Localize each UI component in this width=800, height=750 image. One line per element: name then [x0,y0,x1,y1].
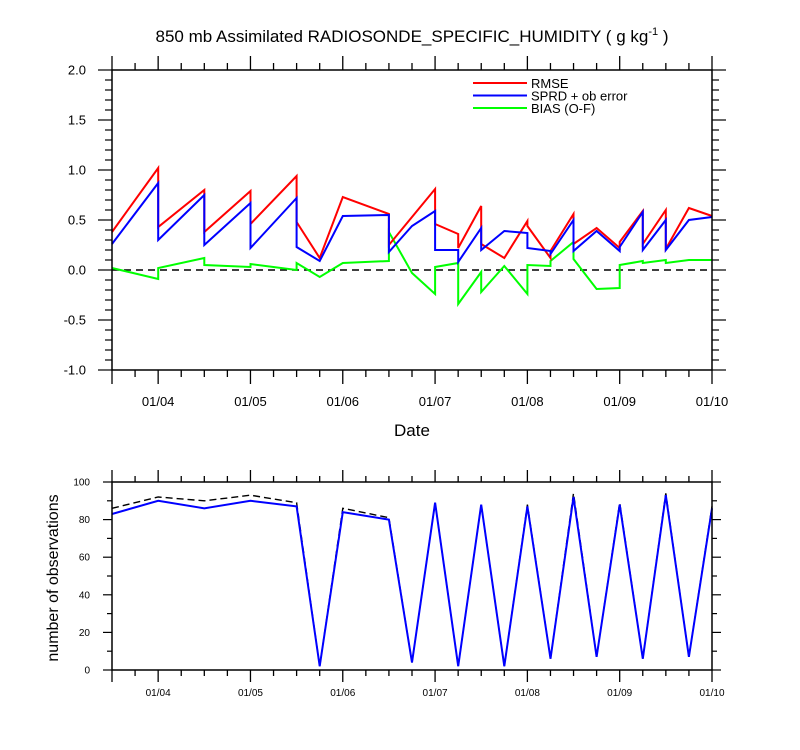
y-tick-label: -1.0 [64,363,86,378]
x-tick-label: 01/04 [142,394,175,409]
y-tick-label: 0.5 [68,213,86,228]
bottom-axes-layer: 01/04 01/05 01/06 01/07 01/08 01/09 01/10 0 20 40… [73,470,725,699]
y-tick-label: 40 [79,590,91,601]
plot-frame [111,69,713,371]
top-series-layer [111,164,713,308]
series-line-bias-o-f [111,228,712,308]
y-tick-label: 0 [84,666,90,677]
plot-frame [111,481,713,671]
title-superscript: -1 [648,26,658,38]
x-tick-label: 01/06 [330,688,355,699]
y-tick-label: 20 [79,628,91,639]
x-tick-label: 01/06 [326,394,359,409]
y-tick-label: 1.5 [68,113,86,128]
y-tick-label: 0.0 [68,263,86,278]
x-tick-label: 01/09 [603,394,636,409]
x-tick-label: 01/05 [234,394,267,409]
x-tick-label: 01/08 [515,688,540,699]
y-tick-label: 60 [79,553,91,564]
legend-label: RMSE [531,76,569,91]
y-tick-label: -0.5 [64,313,86,328]
top-axes-layer: 01/04 01/05 01/06 01/07 01/08 01/09 01/10 -1.0 -… [64,56,729,409]
x-tick-label: 01/10 [699,688,724,699]
bottom-y-axis-label: number of observations [45,494,62,661]
x-tick-label: 01/04 [146,688,171,699]
x-tick-label: 01/10 [696,394,729,409]
bottom-plot-panel: 01/04 01/05 01/06 01/07 01/08 01/09 01/10 0 20 40… [45,470,725,699]
bottom-series-layer [111,493,713,667]
legend-label: BIAS (O-F) [531,101,595,116]
title-main: 850 mb Assimilated RADIOSONDE_SPECIFIC_H… [156,27,649,46]
title-end: ) [658,27,668,46]
y-tick-label: 1.0 [68,163,86,178]
series-line-solid [111,495,713,667]
series-line-sprd-ob-error [111,180,713,266]
y-tick-label: 100 [73,478,90,489]
x-tick-label: 01/09 [607,688,632,699]
x-tick-label: 01/08 [511,394,544,409]
chart-title: 850 mb Assimilated RADIOSONDE_SPECIFIC_H… [156,26,669,46]
top-x-axis-label: Date [394,421,430,440]
x-tick-label: 01/07 [423,688,448,699]
x-tick-label: 01/05 [238,688,263,699]
x-tick-label: 01/07 [419,394,452,409]
top-plot-panel: 01/04 01/05 01/06 01/07 01/08 01/09 01/10 -1.0 -… [64,56,729,440]
legend-label: SPRD + ob error [531,89,628,104]
y-tick-label: 2.0 [68,63,86,78]
y-tick-label: 80 [79,515,91,526]
